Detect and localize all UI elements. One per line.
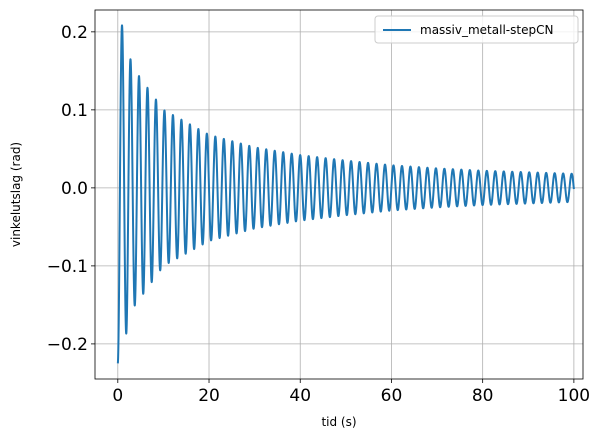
- x-axis-label: tid (s): [321, 415, 356, 429]
- x-tick-label: 60: [381, 386, 403, 406]
- plot-area-frame: [94, 9, 584, 380]
- x-tick-label: 40: [289, 386, 311, 406]
- x-tick-label: 80: [472, 386, 494, 406]
- legend: massiv_metall-stepCN: [374, 15, 579, 44]
- legend-entry-label: massiv_metall-stepCN: [420, 23, 553, 37]
- x-tick-label: 100: [558, 386, 590, 406]
- series-layer: [116, 24, 575, 364]
- grid: [95, 10, 583, 379]
- y-tick-label: −0.2: [47, 335, 88, 355]
- y-tick-label: 0.0: [61, 179, 88, 199]
- y-tick-label: −0.1: [47, 257, 88, 277]
- legend-box: [374, 15, 579, 44]
- x-tick-label: 20: [198, 386, 220, 406]
- y-tick-label: 0.1: [61, 101, 88, 121]
- ticks: 0 20 40 60 80 100 −0.2 −0.1 0.0 0.1 0.2: [47, 23, 590, 406]
- y-axis-label: vinkelutslag (rad): [9, 142, 23, 247]
- series-line: [116, 24, 575, 364]
- x-tick-label: 0: [112, 386, 123, 406]
- y-tick-label: 0.2: [61, 23, 88, 43]
